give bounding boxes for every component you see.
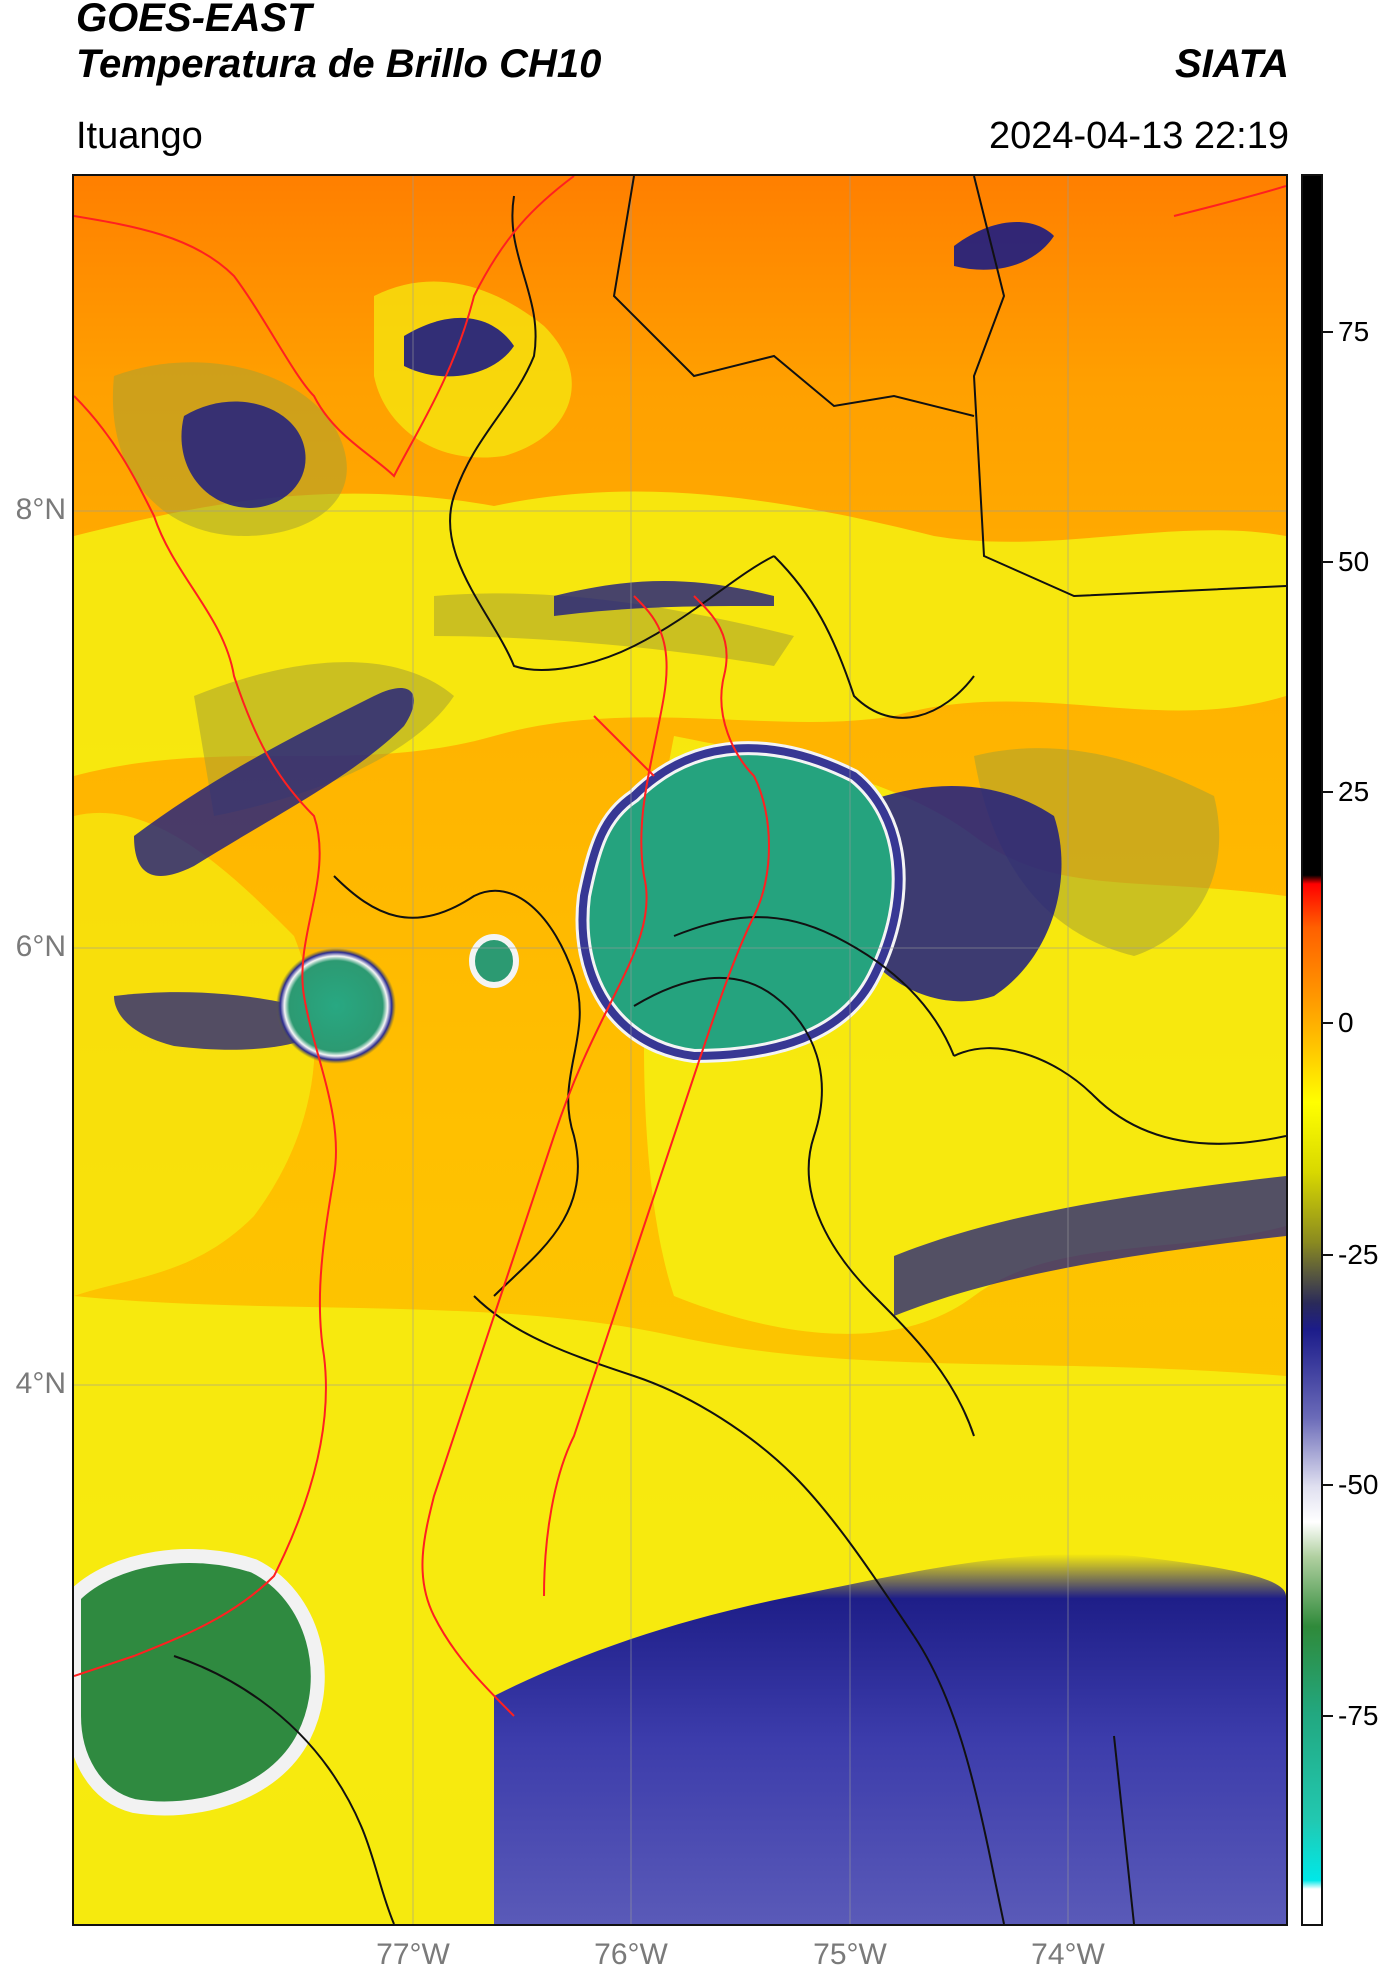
brand-label: SIATA xyxy=(1174,42,1289,86)
colorbar-tick xyxy=(1323,1022,1333,1024)
satellite-title: GOES-EAST xyxy=(76,0,312,40)
graticule xyxy=(74,176,1286,1924)
municipal-borders xyxy=(173,176,1286,1924)
colorbar-tick xyxy=(1323,1484,1333,1486)
storm-central-edge xyxy=(578,744,903,1061)
southern-cloud-band xyxy=(494,1554,1286,1924)
colorbar-tick xyxy=(1323,791,1333,793)
lat-label-6n: 6°N xyxy=(15,930,66,963)
colorbar-label-0: 0 xyxy=(1338,1007,1354,1038)
storm-west-small xyxy=(276,948,396,1064)
colorbar xyxy=(1301,174,1323,1926)
lon-label-76w: 76°W xyxy=(594,1938,668,1971)
lat-label-4n: 4°N xyxy=(15,1367,66,1400)
colorbar-tick xyxy=(1323,331,1333,333)
colorbar-label-75: 75 xyxy=(1338,316,1370,347)
colorbar-tick xyxy=(1323,1715,1333,1717)
location-label: Ituango xyxy=(76,115,203,157)
colorbar-label-minus75: -75 xyxy=(1338,1700,1379,1731)
product-title: Temperatura de Brillo CH10 xyxy=(76,42,602,86)
colorbar-tick xyxy=(1323,1254,1333,1256)
timestamp-label: 2024-04-13 22:19 xyxy=(988,115,1289,157)
lat-label-8n: 8°N xyxy=(15,493,66,526)
department-borders xyxy=(74,176,1286,1717)
colorbar-tick xyxy=(1323,561,1333,563)
map-canvas xyxy=(74,176,1286,1924)
colorbar-gradient xyxy=(1303,176,1321,1924)
colorbar-label-minus25: -25 xyxy=(1338,1239,1379,1270)
satellite-map[interactable] xyxy=(72,174,1288,1926)
lon-label-75w: 75°W xyxy=(813,1938,887,1971)
colorbar-label-50: 50 xyxy=(1338,546,1370,577)
colorbar-label-minus50: -50 xyxy=(1338,1469,1379,1500)
lon-label-74w: 74°W xyxy=(1031,1938,1105,1971)
colorbar-label-25: 25 xyxy=(1338,776,1370,807)
storm-cell-tiny xyxy=(469,934,519,988)
storm-southwest xyxy=(74,1549,325,1816)
lon-label-77w: 77°W xyxy=(376,1938,450,1971)
